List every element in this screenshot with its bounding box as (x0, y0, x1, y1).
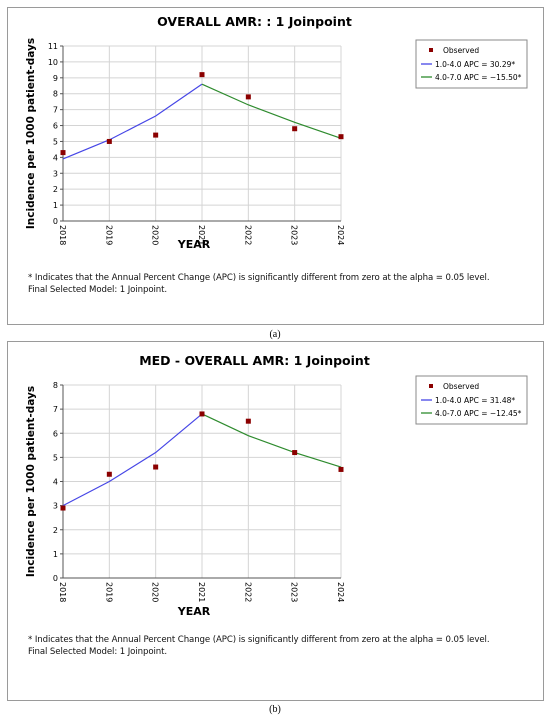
observed-point (245, 94, 251, 100)
observed-point (60, 150, 66, 156)
y-tick-label: 11 (48, 42, 58, 51)
x-tick-label: 2023 (290, 225, 299, 245)
y-tick-label: 5 (53, 137, 58, 146)
fitted-segment-1-line (62, 413, 203, 507)
y-tick-label: 4 (53, 153, 58, 162)
y-tick-label: 5 (53, 453, 58, 462)
y-tick-label: 1 (53, 550, 58, 559)
y-tick-label: 6 (53, 122, 58, 131)
y-tick-label: 8 (53, 90, 58, 99)
x-tick-label: 2019 (104, 582, 113, 602)
legend-seg1-label: 1.0-4.0 APC = 31.48* (435, 396, 515, 405)
y-tick-label: 1 (53, 201, 58, 210)
observed-point (292, 126, 298, 132)
y-tick-label: 2 (53, 185, 58, 194)
x-tick-label: 2019 (104, 225, 113, 245)
y-tick-label: 2 (53, 526, 58, 535)
chart-title: MED - OVERALL AMR: 1 Joinpoint (139, 353, 370, 368)
legend-observed-label: Observed (443, 46, 479, 55)
observed-point (199, 411, 205, 417)
footnote-line-2: Final Selected Model: 1 Joinpoint. (28, 285, 168, 295)
x-tick-label: 2021 (197, 582, 206, 602)
observed-point (153, 132, 159, 138)
fitted-segment-2-line (201, 83, 342, 139)
chart-panel-b: MED - OVERALL AMR: 1 Joinpoint 0 1 2 3 4 5 6 7 8 2… (7, 341, 544, 701)
observed-point (245, 418, 251, 424)
y-tick-label: 3 (53, 502, 58, 511)
x-tick-label: 2020 (151, 582, 160, 602)
fitted-segment-2-line (201, 413, 342, 468)
x-tick-label: 2024 (336, 225, 345, 245)
observed-point (106, 471, 112, 477)
x-axis-label: YEAR (177, 605, 211, 618)
x-tick-label: 2018 (58, 225, 67, 245)
y-axis-label: Incidence per 1000 patient-days (25, 38, 37, 229)
observed-point (199, 72, 205, 78)
y-tick-label: 6 (53, 429, 58, 438)
observed-point (106, 138, 112, 144)
observed-point (338, 134, 344, 140)
legend-box (415, 375, 528, 425)
y-tick-label: 8 (53, 381, 58, 390)
legend-seg2-label: 4.0-7.0 APC = −15.50* (435, 73, 522, 82)
footnote-line-2: Final Selected Model: 1 Joinpoint. (28, 647, 168, 657)
footnote-line-1: * Indicates that the Annual Percent Chan… (28, 273, 490, 283)
y-tick-label: 10 (48, 58, 58, 67)
legend-observed-label: Observed (443, 382, 479, 391)
legend-box (415, 39, 528, 89)
x-axis-label: YEAR (177, 238, 211, 251)
legend-seg2-label: 4.0-7.0 APC = −12.45* (435, 409, 522, 418)
joinpoint-chart-a: OVERALL AMR: : 1 Joinpoint 0 1 2 3 4 5 6 7 8 9 10 11… (25, 14, 528, 251)
caption-b: (b) (269, 704, 281, 715)
observed-point (60, 505, 66, 511)
observed-point (292, 450, 298, 456)
y-tick-label: 4 (53, 478, 58, 487)
observed-point (153, 464, 159, 470)
x-tick-label: 2021 (197, 225, 206, 245)
x-tick-label: 2023 (290, 582, 299, 602)
y-tick-label: 9 (53, 74, 58, 83)
joinpoint-chart-b: MED - OVERALL AMR: 1 Joinpoint 0 1 2 3 4 5 6 7 8 2… (25, 353, 528, 618)
y-axis-label: Incidence per 1000 patient-days (25, 386, 37, 577)
legend-observed-marker (429, 48, 433, 52)
chart-panel-a: OVERALL AMR: : 1 Joinpoint 0 1 2 3 4 5 6 7 8 9 10 11… (7, 7, 544, 325)
y-tick-label: 0 (53, 574, 58, 583)
x-tick-label: 2018 (58, 582, 67, 602)
x-tick-label: 2020 (151, 225, 160, 245)
x-tick-label: 2022 (243, 225, 252, 245)
y-tick-label: 0 (53, 217, 58, 226)
legend-seg1-label: 1.0-4.0 APC = 30.29* (435, 60, 515, 69)
observed-point (338, 466, 344, 472)
x-tick-label: 2022 (243, 582, 252, 602)
footnote-line-1: * Indicates that the Annual Percent Chan… (28, 635, 490, 645)
y-tick-label: 3 (53, 169, 58, 178)
caption-a: (a) (269, 329, 281, 340)
legend-observed-marker (429, 384, 433, 388)
chart-title: OVERALL AMR: : 1 Joinpoint (157, 14, 352, 29)
y-tick-label: 7 (53, 405, 58, 414)
fitted-segment-1-line (62, 83, 203, 160)
y-tick-label: 7 (53, 106, 58, 115)
x-tick-label: 2024 (336, 582, 345, 602)
